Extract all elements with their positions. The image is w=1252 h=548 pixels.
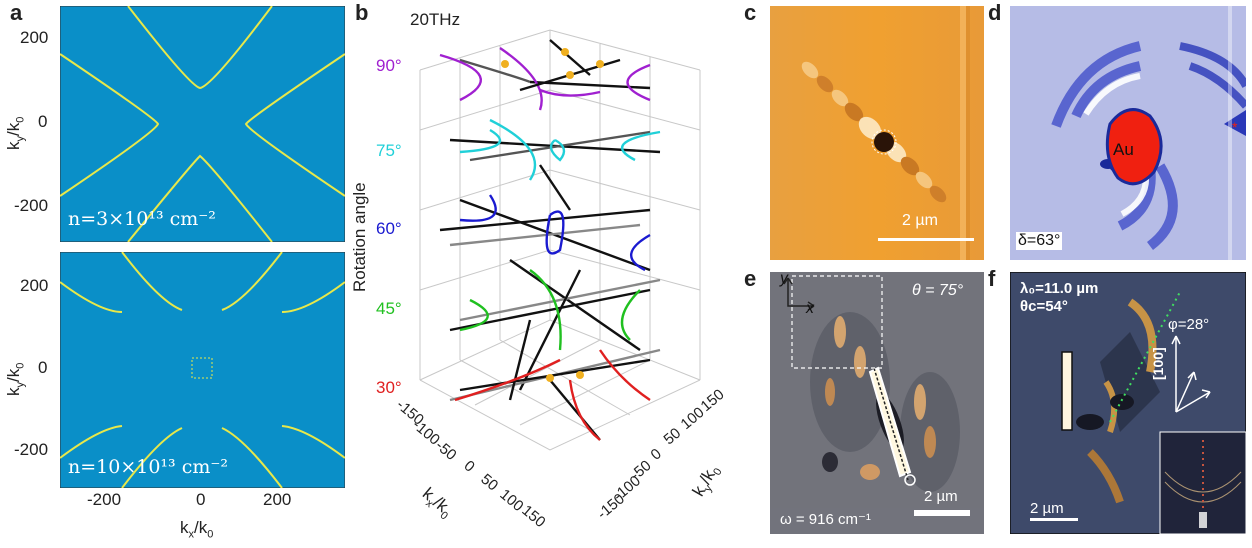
contour-bottom [127,154,273,242]
d-delta: δ=63° [1016,232,1063,250]
b-angle-30: 30° [376,378,402,397]
f-lambda: λ₀=11.0 µm [1020,280,1099,297]
contour-left [60,53,160,197]
contour-lower-left [121,427,183,488]
f-theta-c: θc=54° [1020,298,1068,315]
c-scale-text: 2 µm [902,212,938,229]
b-angle-75: 75° [376,141,402,160]
contour-lower-right [221,427,283,488]
contour-right-lower [281,425,345,459]
panel-e-label: e [744,266,757,291]
panel-b-3d-plot [419,29,701,451]
b-z-axis-label: Rotation angle [350,182,369,292]
e-scale-bar [914,510,970,516]
a-bot-ytick-0: 0 [38,358,48,377]
a-x-axis-label: kx/k0 [180,518,214,541]
a-bot-ytick-neg200: -200 [14,440,49,459]
panel-f-label: f [988,266,996,291]
c-scale-bar [878,238,974,241]
b-angle-45: 45° [376,299,402,318]
a-top-density-text: n=3×10¹³ cm⁻² [68,208,216,230]
a-top-y-axis-label: ky/k0 [4,116,27,150]
b-kx-tick: 0 [460,457,478,476]
a-top-ytick-200: 200 [20,28,49,47]
svg-text:*: * [1232,119,1238,135]
contour-left-lower [60,425,123,459]
panel-e-image [770,272,984,534]
contour-left-upper [60,281,123,313]
panel-c-image [770,6,984,260]
panel-a-top-map [60,6,345,242]
b-ky-tick: 0 [647,445,665,464]
a-xtick-neg200: -200 [87,490,122,509]
f-phi: φ=28° [1168,316,1210,333]
f-scale-text: 2 µm [1030,500,1064,517]
e-theta: θ = 75° [912,282,964,299]
a-bot-density-text: n=10×10¹³ cm⁻² [68,456,229,478]
b-ky-ticks: 150 100 50 0 -50 -100 -150 [594,386,730,530]
b-kx-tick: 50 [477,470,502,495]
b-angle-60: 60° [376,219,402,238]
e-y-axis: y [780,270,788,287]
panel-f-image [1010,272,1246,534]
a-xtick-0: 0 [196,490,206,509]
contour-upper-right [221,252,283,311]
panel-b-label: b [355,0,369,25]
f-scale-bar [1030,518,1078,521]
contour-right [244,53,345,197]
contour-upper-left [121,252,183,311]
panel-c-label: c [744,0,757,25]
a-bot-y-axis-label: ky/k0 [4,362,27,396]
e-scale-text: 2 µm [924,488,958,505]
panel-d-image: * [1010,6,1246,260]
e-omega: ω = 916 cm⁻¹ [780,511,871,528]
contour-right-upper [281,281,345,313]
zoom-box [191,357,213,379]
panel-a-bottom-map [60,252,345,488]
b-kx-ticks: -150 -100 -50 0 50 100 150 [393,396,555,540]
b-frequency: 20THz [410,10,461,29]
panel-a-label: a [10,0,23,25]
contour-top [127,6,273,90]
e-x-axis: x [806,300,814,317]
a-bot-ytick-200: 200 [20,276,49,295]
d-au-label: Au [1113,140,1134,159]
panel-d-label: d [988,0,1002,25]
a-xtick-200: 200 [263,490,292,509]
b-ky-tick: 50 [660,424,685,449]
a-top-ytick-0: 0 [38,112,48,131]
f-direction: [100] [1150,347,1166,380]
a-top-ytick-neg200: -200 [14,196,49,215]
b-angle-90: 90° [376,56,402,75]
